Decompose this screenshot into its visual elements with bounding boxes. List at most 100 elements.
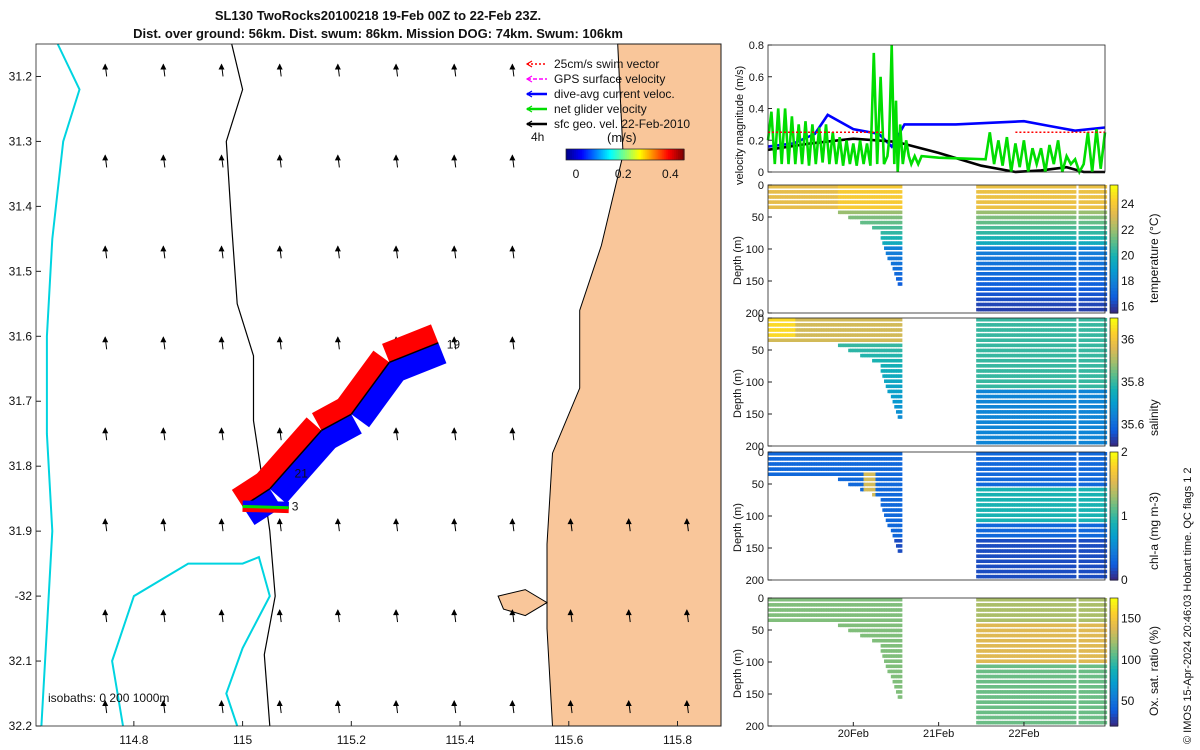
section-cell xyxy=(1010,190,1014,194)
section-cell xyxy=(863,210,867,215)
section-cell xyxy=(1054,231,1058,235)
section-cell xyxy=(885,333,889,337)
section-cell xyxy=(1064,410,1068,414)
section-cell xyxy=(1095,190,1099,194)
section-cell xyxy=(776,323,780,327)
section-cell xyxy=(786,333,790,337)
section-cell xyxy=(865,215,869,220)
section-cell xyxy=(1051,328,1055,332)
section-cell xyxy=(848,205,852,209)
section-cell xyxy=(1095,185,1099,189)
section-cell xyxy=(1035,435,1039,440)
section-cell xyxy=(1059,277,1063,281)
section-cell xyxy=(1068,282,1072,286)
section-cell xyxy=(994,374,998,378)
section-cell xyxy=(1023,405,1027,409)
section-cell xyxy=(982,399,986,404)
section-cell xyxy=(899,210,903,215)
section-cell xyxy=(1064,425,1068,430)
section-cell xyxy=(1085,246,1089,250)
section-cell xyxy=(1061,266,1065,271)
section-cell xyxy=(1008,389,1012,394)
section-cell xyxy=(1013,205,1017,209)
section-cell xyxy=(843,190,847,194)
section-cell xyxy=(1058,251,1062,256)
section-cell xyxy=(798,195,802,199)
section-cell xyxy=(1058,379,1062,383)
section-cell xyxy=(803,190,807,194)
section-colorbar-cell xyxy=(1110,284,1118,288)
section-cell xyxy=(890,318,894,322)
section-cell xyxy=(1078,343,1082,348)
section-cell xyxy=(1063,410,1067,414)
section-cell xyxy=(989,415,993,419)
section-cell xyxy=(1068,210,1072,215)
section-cell xyxy=(976,318,980,322)
section-cell xyxy=(1070,348,1074,353)
section-cell xyxy=(1030,215,1034,220)
sfc-velocity-arrowhead xyxy=(451,609,458,616)
section-cell xyxy=(1059,374,1063,378)
section-cell xyxy=(1025,405,1029,409)
section-cell xyxy=(1047,430,1051,435)
section-cell xyxy=(1017,246,1021,250)
section-cell xyxy=(1005,364,1009,368)
section-cell xyxy=(1078,420,1082,424)
section-cell xyxy=(1042,333,1046,337)
section-cell xyxy=(831,323,835,327)
map-y-tick-label: 31.7 xyxy=(9,394,33,408)
section-cell xyxy=(884,318,888,322)
section-cell xyxy=(814,333,818,337)
section-cell xyxy=(899,369,903,373)
section-cell xyxy=(1005,277,1009,281)
section-cell xyxy=(998,394,1002,399)
section-cell xyxy=(803,185,807,189)
section-cell xyxy=(1035,353,1039,358)
section-cell xyxy=(1087,297,1091,302)
section-cell xyxy=(1044,343,1048,348)
section-cell xyxy=(1020,348,1024,353)
section-cell xyxy=(788,338,792,342)
section-cell xyxy=(834,185,838,189)
section-cell xyxy=(1047,369,1051,373)
section-cell xyxy=(892,220,896,225)
section-cell xyxy=(996,379,1000,383)
section-cell xyxy=(1070,343,1074,348)
section-cell xyxy=(1003,338,1007,342)
section-cell xyxy=(1027,251,1031,256)
section-y-axis-label: Depth (m) xyxy=(732,236,744,285)
section-colorbar-cell xyxy=(1110,309,1118,314)
section-cell xyxy=(1032,266,1036,271)
colorbar-cell xyxy=(579,149,583,160)
section-cell xyxy=(846,190,850,194)
section-cell xyxy=(836,190,840,194)
section-cell xyxy=(1003,435,1007,440)
section-cell xyxy=(1059,185,1063,189)
section-cell xyxy=(1042,210,1046,215)
section-cell xyxy=(994,266,998,271)
section-cell xyxy=(895,246,899,250)
section-cell xyxy=(1022,348,1026,353)
section-cell xyxy=(1087,328,1091,332)
section-cell xyxy=(1008,205,1012,209)
section-cell xyxy=(1030,195,1034,199)
section-cell xyxy=(1088,282,1092,286)
section-cell xyxy=(1037,277,1041,281)
section-cell xyxy=(1054,287,1058,291)
section-cell xyxy=(1037,440,1041,445)
section-cell xyxy=(1037,287,1041,291)
section-cell xyxy=(1046,415,1050,419)
section-cell xyxy=(1100,205,1104,209)
section-cell xyxy=(1035,190,1039,194)
section-cell xyxy=(844,195,848,199)
section-cell xyxy=(865,333,869,337)
section-cell xyxy=(1030,261,1034,266)
section-cell xyxy=(1081,190,1085,194)
section-cell xyxy=(1071,220,1075,225)
section-cell xyxy=(1073,302,1077,307)
section-cell xyxy=(877,318,881,322)
section-cell xyxy=(1041,348,1045,353)
section-cell xyxy=(870,190,874,194)
section-cell xyxy=(890,236,894,240)
section-cell xyxy=(892,338,896,342)
